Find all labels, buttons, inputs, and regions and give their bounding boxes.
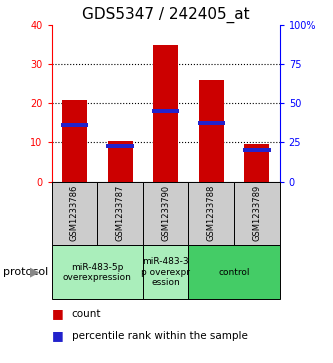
- Text: GSM1233787: GSM1233787: [116, 185, 125, 241]
- Bar: [62, 99, 87, 182]
- Text: GSM1233789: GSM1233789: [252, 185, 261, 241]
- Text: ▶: ▶: [30, 266, 40, 279]
- Text: GSM1233790: GSM1233790: [161, 185, 170, 241]
- Bar: [143, 245, 188, 299]
- Bar: [234, 182, 280, 245]
- Text: ■: ■: [52, 329, 63, 342]
- Text: control: control: [218, 268, 250, 277]
- Text: GSM1233788: GSM1233788: [207, 185, 216, 241]
- Bar: [244, 144, 269, 182]
- Text: ■: ■: [52, 307, 63, 321]
- Bar: [61, 123, 88, 127]
- Bar: [52, 182, 97, 245]
- Text: protocol: protocol: [3, 267, 49, 277]
- Text: miR-483-3
p overexpr
ession: miR-483-3 p overexpr ession: [141, 257, 190, 287]
- Bar: [97, 182, 143, 245]
- Bar: [197, 121, 225, 125]
- Bar: [188, 245, 280, 299]
- Bar: [199, 80, 224, 182]
- Bar: [153, 45, 178, 182]
- Text: percentile rank within the sample: percentile rank within the sample: [72, 331, 247, 341]
- Title: GDS5347 / 242405_at: GDS5347 / 242405_at: [82, 7, 249, 23]
- Bar: [243, 148, 271, 152]
- Text: count: count: [72, 309, 101, 319]
- Bar: [188, 182, 234, 245]
- Text: miR-483-5p
overexpression: miR-483-5p overexpression: [63, 262, 132, 282]
- Bar: [52, 245, 143, 299]
- Bar: [143, 182, 188, 245]
- Bar: [106, 144, 134, 148]
- Bar: [108, 140, 133, 182]
- Bar: [152, 109, 179, 113]
- Text: GSM1233786: GSM1233786: [70, 185, 79, 241]
